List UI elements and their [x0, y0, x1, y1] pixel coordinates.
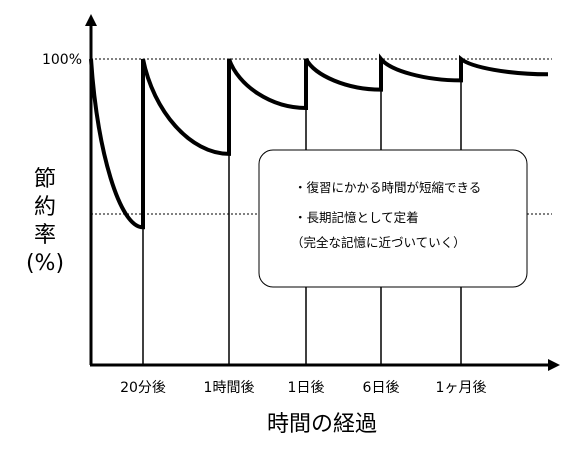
- y-axis-label-part: (%): [26, 251, 64, 276]
- y-tick-label-100: 100%: [42, 52, 82, 68]
- x-tick-label: 20分後: [120, 380, 166, 396]
- annotation-line-2: ・長期記憶として定着: [294, 210, 419, 225]
- x-tick-label: 1ヶ月後: [436, 380, 487, 396]
- y-axis-label-part: 約: [34, 195, 56, 220]
- y-axis-label-part: 節: [34, 167, 56, 192]
- retention-curve-line: [89, 53, 549, 230]
- x-tick-label: 1時間後: [204, 380, 255, 396]
- x-tick-label: 1日後: [288, 380, 325, 396]
- x-tick-labels: 20分後 1時間後 1日後 6日後 1ヶ月後: [120, 380, 486, 396]
- annotation-box: ・復習にかかる時間が短縮できる ・長期記憶として定着 （完全な記憶に近づいていく…: [258, 149, 528, 288]
- y-axis-arrow-icon: [85, 14, 97, 26]
- x-tick-label: 6日後: [363, 380, 400, 396]
- x-axis-arrow-icon: [548, 359, 560, 371]
- annotation-box-frame: [258, 149, 528, 288]
- annotation-line-1: ・復習にかかる時間が短縮できる: [294, 180, 481, 195]
- x-axis-label: 時間の経過: [267, 412, 377, 437]
- y-axis-label: 節約率 (%): [26, 167, 64, 276]
- annotation-line-3: （完全な記憶に近づいていく）: [291, 235, 466, 250]
- y-axis-label-part: 率: [34, 223, 56, 248]
